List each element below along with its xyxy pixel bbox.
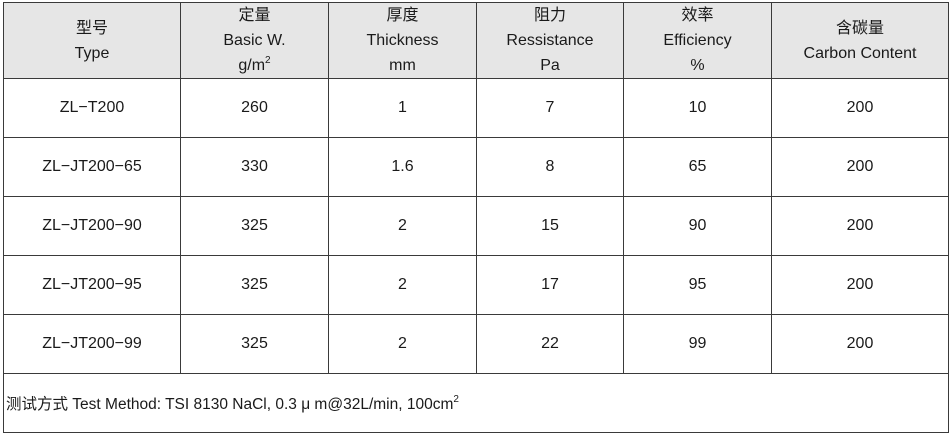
table-row: ZL−T200 260 1 7 10 200 bbox=[3, 78, 949, 138]
header-efficiency-en: Efficiency bbox=[663, 32, 732, 49]
cell-basic-weight: 330 bbox=[180, 137, 329, 197]
header-basic-weight-zh: 定量 bbox=[238, 7, 271, 24]
cell-thickness: 2 bbox=[328, 255, 477, 315]
table-row: ZL−JT200−95 325 2 17 95 200 bbox=[3, 255, 949, 315]
cell-carbon-content: 200 bbox=[771, 255, 949, 315]
header-resistance-unit: Pa bbox=[540, 57, 560, 74]
test-method-note: 测试方式 Test Method: TSI 8130 NaCl, 0.3 μ m… bbox=[3, 373, 949, 433]
cell-thickness: 2 bbox=[328, 314, 477, 374]
footnote-row: 测试方式 Test Method: TSI 8130 NaCl, 0.3 μ m… bbox=[3, 373, 949, 433]
cell-basic-weight: 325 bbox=[180, 196, 329, 256]
header-basic-weight-en: Basic W. bbox=[223, 32, 286, 49]
table-row: ZL−JT200−99 325 2 22 99 200 bbox=[3, 314, 949, 374]
table-row: ZL−JT200−65 330 1.6 8 65 200 bbox=[3, 137, 949, 197]
cell-carbon-content: 200 bbox=[771, 78, 949, 138]
cell-carbon-content: 200 bbox=[771, 137, 949, 197]
cell-efficiency: 10 bbox=[623, 78, 772, 138]
cell-type: ZL−JT200−99 bbox=[3, 314, 181, 374]
test-method-sup: 2 bbox=[453, 393, 459, 405]
cell-efficiency: 95 bbox=[623, 255, 772, 315]
header-row: 型号 Type 定量 Basic W. g/m2 厚度 Thickness mm… bbox=[3, 2, 949, 79]
table-row: ZL−JT200−90 325 2 15 90 200 bbox=[3, 196, 949, 256]
cell-carbon-content: 200 bbox=[771, 314, 949, 374]
header-thickness: 厚度 Thickness mm bbox=[328, 2, 477, 79]
cell-basic-weight: 260 bbox=[180, 78, 329, 138]
cell-type: ZL−T200 bbox=[3, 78, 181, 138]
header-efficiency-zh: 效率 bbox=[681, 7, 714, 24]
header-resistance-en: Ressistance bbox=[506, 32, 594, 49]
header-basic-weight-unit-line: g/m2 bbox=[181, 53, 328, 78]
header-carbon-content-en: Carbon Content bbox=[803, 44, 917, 62]
header-thickness-en: Thickness bbox=[366, 32, 439, 49]
filter-spec-table: 型号 Type 定量 Basic W. g/m2 厚度 Thickness mm… bbox=[3, 2, 949, 433]
cell-carbon-content: 200 bbox=[771, 196, 949, 256]
header-carbon-content-zh: 含碳量 bbox=[835, 19, 884, 37]
cell-thickness: 2 bbox=[328, 196, 477, 256]
header-basic-weight-unit-sup: 2 bbox=[265, 54, 271, 66]
cell-resistance: 15 bbox=[476, 196, 624, 256]
cell-resistance: 17 bbox=[476, 255, 624, 315]
cell-efficiency: 99 bbox=[623, 314, 772, 374]
header-carbon-content: 含碳量 Carbon Content bbox=[771, 2, 949, 79]
cell-type: ZL−JT200−90 bbox=[3, 196, 181, 256]
cell-basic-weight: 325 bbox=[180, 314, 329, 374]
header-thickness-zh: 厚度 bbox=[386, 7, 419, 24]
header-resistance: 阻力 Ressistance Pa bbox=[476, 2, 624, 79]
cell-thickness: 1 bbox=[328, 78, 477, 138]
cell-basic-weight: 325 bbox=[180, 255, 329, 315]
cell-efficiency: 90 bbox=[623, 196, 772, 256]
header-resistance-zh: 阻力 bbox=[533, 7, 566, 24]
header-thickness-unit: mm bbox=[389, 57, 416, 74]
header-efficiency-unit: % bbox=[690, 57, 705, 74]
cell-thickness: 1.6 bbox=[328, 137, 477, 197]
cell-efficiency: 65 bbox=[623, 137, 772, 197]
cell-type: ZL−JT200−65 bbox=[3, 137, 181, 197]
cell-type: ZL−JT200−95 bbox=[3, 255, 181, 315]
header-efficiency: 效率 Efficiency % bbox=[623, 2, 772, 79]
header-type-zh: 型号 bbox=[75, 19, 108, 37]
header-type-en: Type bbox=[74, 44, 110, 62]
cell-resistance: 7 bbox=[476, 78, 624, 138]
header-basic-weight-unit: g/m bbox=[238, 57, 266, 74]
cell-resistance: 22 bbox=[476, 314, 624, 374]
cell-resistance: 8 bbox=[476, 137, 624, 197]
test-method-text: 测试方式 Test Method: TSI 8130 NaCl, 0.3 μ m… bbox=[6, 396, 454, 413]
header-basic-weight: 定量 Basic W. g/m2 bbox=[180, 2, 329, 79]
header-type: 型号 Type bbox=[3, 2, 181, 79]
